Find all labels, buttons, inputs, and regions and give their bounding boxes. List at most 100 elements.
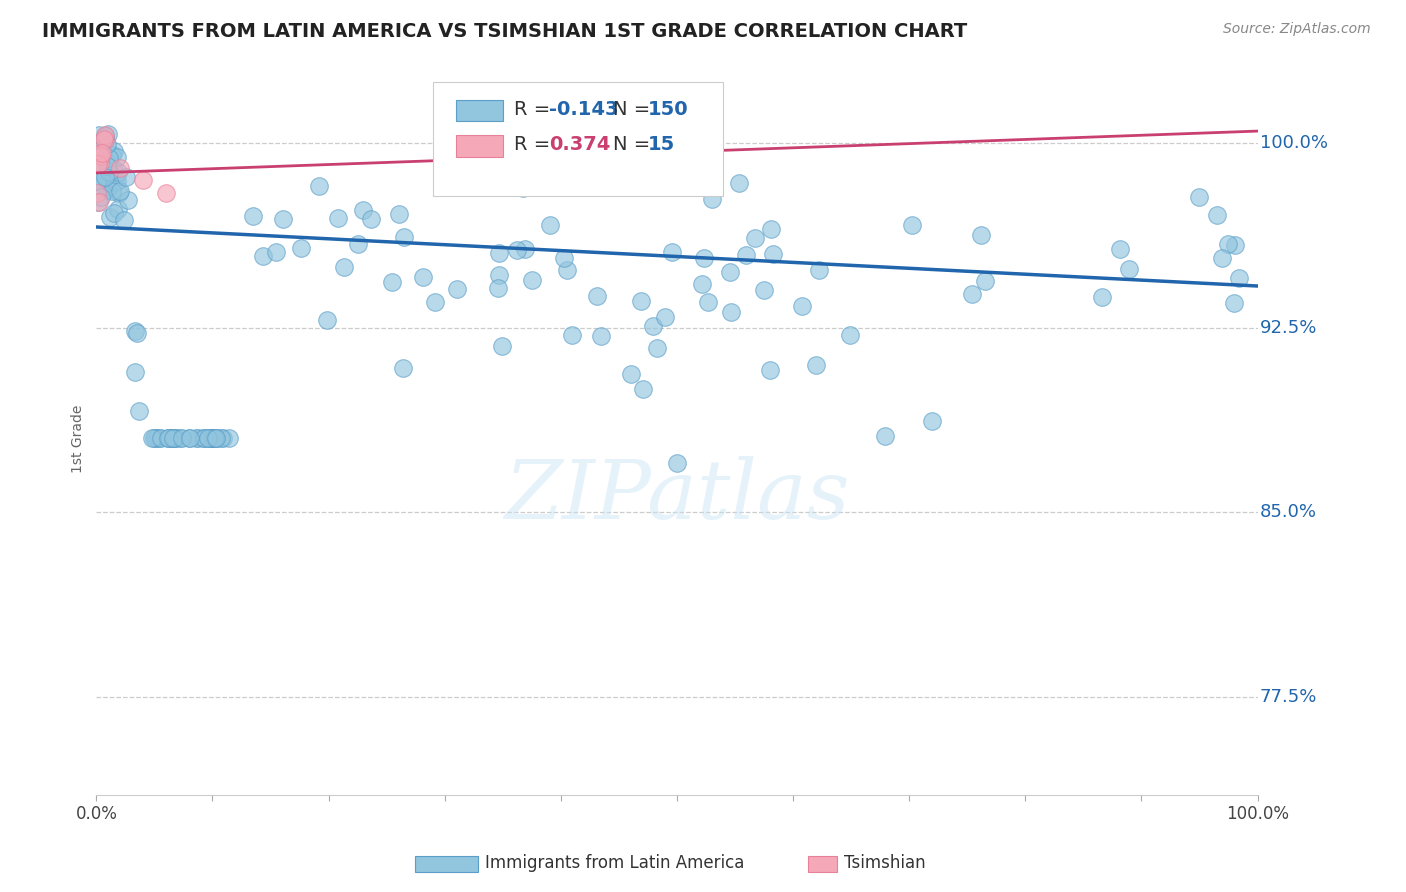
- Immigrants from Latin America: [620, 367, 643, 381]
- Immigrants from Latin America: [522, 273, 544, 287]
- Immigrants from Latin America: [970, 228, 993, 243]
- Immigrants from Latin America: [557, 263, 579, 277]
- Immigrants from Latin America: [252, 249, 274, 263]
- Immigrants from Latin America: [488, 268, 510, 282]
- Immigrants from Latin America: [591, 329, 613, 343]
- Immigrants from Latin America: [145, 432, 167, 446]
- Immigrants from Latin America: [264, 245, 287, 260]
- Text: 150: 150: [648, 100, 689, 119]
- Text: Tsimshian: Tsimshian: [844, 855, 925, 872]
- Immigrants from Latin America: [125, 326, 148, 341]
- Immigrants from Latin America: [806, 358, 828, 372]
- FancyBboxPatch shape: [457, 100, 503, 121]
- Immigrants from Latin America: [128, 403, 150, 417]
- Text: 77.5%: 77.5%: [1260, 688, 1317, 706]
- Immigrants from Latin America: [87, 194, 110, 209]
- Immigrants from Latin America: [162, 432, 184, 446]
- Immigrants from Latin America: [169, 432, 191, 446]
- Immigrants from Latin America: [218, 432, 240, 446]
- Immigrants from Latin America: [191, 432, 214, 446]
- Immigrants from Latin America: [101, 161, 124, 175]
- Tsimshian: [659, 131, 682, 145]
- Immigrants from Latin America: [346, 236, 368, 251]
- Immigrants from Latin America: [103, 144, 125, 158]
- Immigrants from Latin America: [201, 432, 224, 446]
- Immigrants from Latin America: [1206, 208, 1229, 222]
- Immigrants from Latin America: [146, 432, 169, 446]
- Immigrants from Latin America: [505, 243, 527, 257]
- Immigrants from Latin America: [112, 213, 135, 227]
- Immigrants from Latin America: [197, 432, 219, 446]
- Immigrants from Latin America: [107, 202, 129, 217]
- Immigrants from Latin America: [143, 432, 166, 446]
- Text: 15: 15: [648, 136, 675, 154]
- Immigrants from Latin America: [94, 128, 117, 143]
- Immigrants from Latin America: [423, 295, 446, 310]
- Immigrants from Latin America: [101, 148, 124, 162]
- Tsimshian: [87, 146, 110, 161]
- Immigrants from Latin America: [1216, 236, 1239, 251]
- Immigrants from Latin America: [148, 432, 170, 446]
- Immigrants from Latin America: [157, 432, 180, 446]
- Immigrants from Latin America: [512, 181, 534, 195]
- Immigrants from Latin America: [718, 265, 741, 279]
- Immigrants from Latin America: [381, 275, 404, 289]
- Tsimshian: [631, 131, 654, 145]
- Immigrants from Latin America: [360, 212, 382, 227]
- Immigrants from Latin America: [209, 432, 232, 446]
- Immigrants from Latin America: [87, 138, 110, 153]
- Tsimshian: [155, 186, 177, 200]
- Immigrants from Latin America: [124, 324, 146, 338]
- Immigrants from Latin America: [97, 179, 120, 194]
- Text: Source: ZipAtlas.com: Source: ZipAtlas.com: [1223, 22, 1371, 37]
- Tsimshian: [86, 186, 108, 200]
- Immigrants from Latin America: [107, 165, 129, 179]
- Immigrants from Latin America: [96, 183, 118, 197]
- Immigrants from Latin America: [141, 432, 163, 446]
- Immigrants from Latin America: [101, 184, 124, 198]
- Immigrants from Latin America: [202, 432, 225, 446]
- Immigrants from Latin America: [204, 432, 226, 446]
- Immigrants from Latin America: [211, 432, 233, 446]
- Y-axis label: 1st Grade: 1st Grade: [72, 404, 86, 473]
- Immigrants from Latin America: [315, 312, 337, 326]
- Immigrants from Latin America: [560, 327, 582, 342]
- Text: -0.143: -0.143: [550, 100, 619, 119]
- Text: IMMIGRANTS FROM LATIN AMERICA VS TSIMSHIAN 1ST GRADE CORRELATION CHART: IMMIGRANTS FROM LATIN AMERICA VS TSIMSHI…: [42, 22, 967, 41]
- Immigrants from Latin America: [839, 327, 862, 342]
- Immigrants from Latin America: [412, 270, 434, 285]
- Immigrants from Latin America: [491, 339, 513, 353]
- Tsimshian: [648, 134, 671, 148]
- Text: R =: R =: [515, 136, 557, 154]
- Immigrants from Latin America: [538, 218, 561, 232]
- Immigrants from Latin America: [162, 432, 184, 446]
- Tsimshian: [94, 128, 117, 142]
- Immigrants from Latin America: [690, 277, 713, 291]
- Immigrants from Latin America: [1227, 271, 1250, 285]
- Immigrants from Latin America: [194, 432, 217, 446]
- Immigrants from Latin America: [165, 432, 187, 446]
- Immigrants from Latin America: [515, 242, 537, 256]
- Immigrants from Latin America: [89, 128, 111, 142]
- Immigrants from Latin America: [96, 137, 118, 152]
- Immigrants from Latin America: [394, 230, 416, 244]
- Tsimshian: [93, 131, 115, 145]
- Immigrants from Latin America: [150, 432, 173, 446]
- Immigrants from Latin America: [873, 429, 896, 443]
- Immigrants from Latin America: [790, 299, 813, 313]
- Text: N =: N =: [613, 100, 657, 119]
- Immigrants from Latin America: [271, 211, 294, 226]
- Immigrants from Latin America: [98, 210, 121, 224]
- Immigrants from Latin America: [201, 432, 224, 446]
- Immigrants from Latin America: [97, 171, 120, 186]
- Immigrants from Latin America: [643, 319, 665, 334]
- Immigrants from Latin America: [486, 281, 509, 295]
- Immigrants from Latin America: [96, 159, 118, 173]
- Immigrants from Latin America: [553, 251, 575, 265]
- Immigrants from Latin America: [1109, 242, 1132, 256]
- Immigrants from Latin America: [91, 178, 114, 193]
- Text: R =: R =: [515, 100, 557, 119]
- Tsimshian: [89, 155, 111, 169]
- Immigrants from Latin America: [187, 432, 209, 446]
- Immigrants from Latin America: [90, 173, 112, 187]
